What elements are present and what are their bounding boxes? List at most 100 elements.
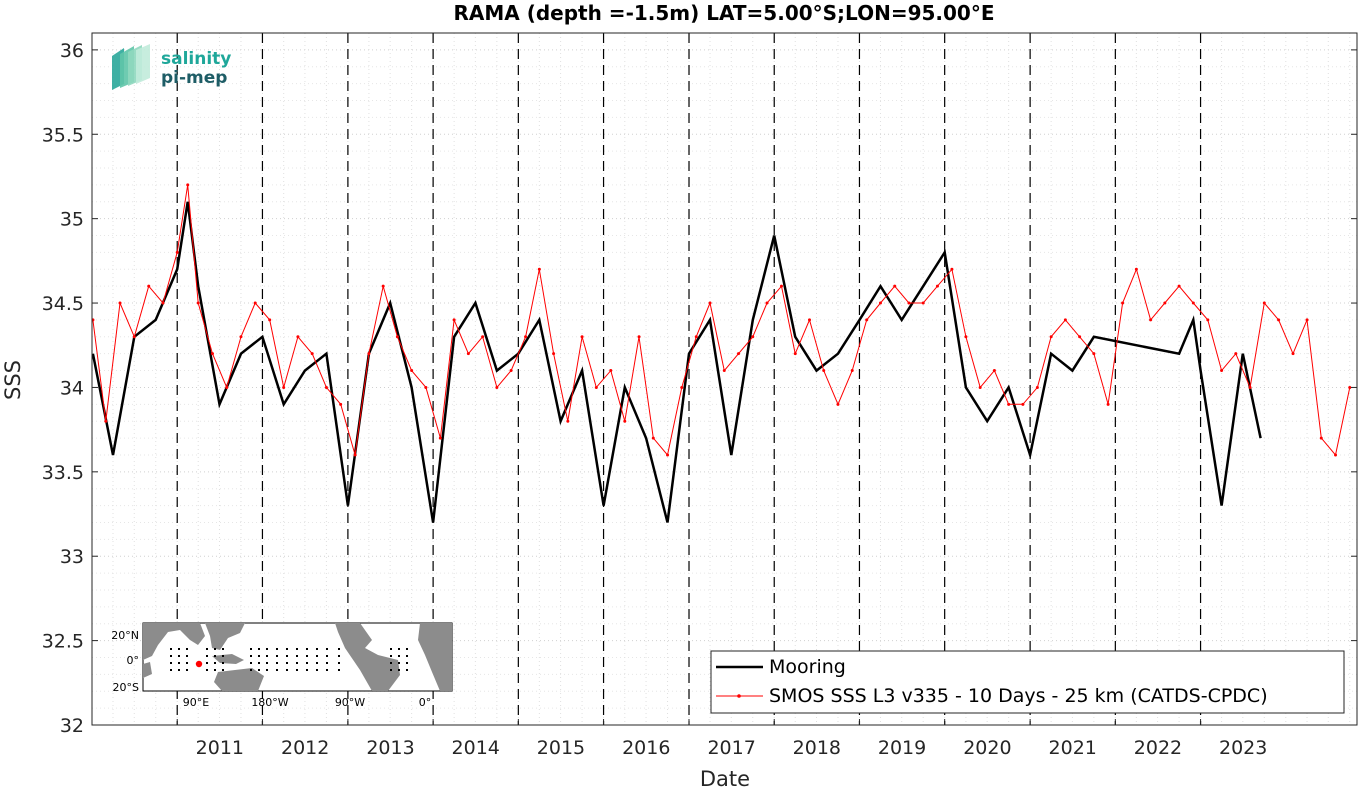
series-point-smos: [381, 284, 385, 288]
series-point-smos: [268, 318, 272, 322]
series-point-smos: [609, 369, 613, 373]
series-point-smos: [1021, 402, 1025, 406]
buoy-dot: [186, 662, 188, 664]
x-tick-label: 2023: [1219, 737, 1267, 759]
series-point-smos: [893, 284, 897, 288]
series-point-smos: [637, 335, 641, 339]
map-lon-label-180w: 180°W: [251, 696, 288, 709]
buoy-dot: [398, 655, 400, 657]
year-boundaries: [176, 33, 1202, 725]
series-point-smos: [104, 419, 108, 423]
x-tick-label: 2020: [963, 737, 1011, 759]
series-point-smos: [537, 267, 541, 271]
series-point-smos: [1106, 402, 1110, 406]
series-point-smos: [921, 301, 925, 305]
series-point-smos: [580, 335, 584, 339]
series-point-smos: [779, 284, 783, 288]
buoy-dot: [186, 655, 188, 657]
buoy-dot: [390, 655, 392, 657]
buoy-dot: [276, 662, 278, 664]
buoy-dot: [306, 648, 308, 650]
buoy-dot: [276, 669, 278, 671]
buoy-dot: [306, 669, 308, 671]
buoy-dot: [258, 655, 260, 657]
buoy-dot: [326, 662, 328, 664]
series-point-smos: [992, 369, 996, 373]
x-tick-label: 2015: [537, 737, 585, 759]
series-point-smos: [964, 335, 968, 339]
buoy-dot: [186, 669, 188, 671]
series-point-smos: [1291, 352, 1295, 356]
buoy-dot: [398, 648, 400, 650]
legend-swatch-smos-marker: [737, 694, 741, 698]
buoy-dot: [276, 648, 278, 650]
buoy-dot: [178, 669, 180, 671]
x-tick-label: 2019: [878, 737, 926, 759]
series-point-smos: [367, 352, 371, 356]
buoy-dot: [258, 648, 260, 650]
x-tick-label: 2017: [707, 737, 755, 759]
series-point-smos: [1177, 284, 1181, 288]
series-point-smos: [978, 385, 982, 389]
buoy-dot: [250, 669, 252, 671]
x-tick-label: 2018: [793, 737, 841, 759]
series-point-smos: [132, 335, 136, 339]
y-tick-label: 35.5: [42, 124, 84, 146]
land-africa: [418, 623, 452, 691]
buoy-dot: [222, 662, 224, 664]
legend-label-smos: SMOS SSS L3 v335 - 10 Days - 25 km (CATD…: [769, 685, 1268, 707]
buoy-dot: [214, 648, 216, 650]
axes-box: [91, 32, 1358, 726]
series-point-smos: [935, 284, 939, 288]
map-lon-label-90e: 90°E: [183, 696, 209, 709]
buoy-dot: [178, 662, 180, 664]
buoy-dot: [338, 662, 340, 664]
series-point-smos: [765, 301, 769, 305]
series-point-smos: [850, 369, 854, 373]
series-point-smos: [1277, 318, 1281, 322]
buoy-dot: [316, 669, 318, 671]
series-point-smos: [623, 419, 627, 423]
series-point-smos: [1149, 318, 1153, 322]
series-point-smos: [694, 335, 698, 339]
buoy-dot: [214, 655, 216, 657]
land-islands: [212, 654, 244, 664]
map-lat-label-20s: 20°S: [113, 681, 139, 694]
buoy-dot: [306, 655, 308, 657]
buoy-dot: [286, 648, 288, 650]
x-tick-label: 2021: [1049, 737, 1097, 759]
series-point-smos: [708, 301, 712, 305]
buoy-dot: [258, 662, 260, 664]
series-point-smos: [950, 267, 954, 271]
buoy-dot: [266, 669, 268, 671]
series-point-smos: [566, 419, 570, 423]
series-point-smos: [210, 352, 214, 356]
series-point-smos: [751, 335, 755, 339]
buoy-dot: [186, 648, 188, 650]
series-point-smos: [878, 301, 882, 305]
series-lines: [91, 183, 1352, 523]
buoy-dot: [326, 648, 328, 650]
buoy-dot: [390, 648, 392, 650]
series-point-smos: [524, 335, 528, 339]
series-point-smos: [353, 453, 357, 457]
plot-area: [92, 33, 1357, 725]
series-point-smos: [1007, 402, 1011, 406]
x-ticks: 2011 2012 2013 2014 2015 2016 2017 2018 2019 2020…: [176, 719, 1267, 759]
logo-waves-icon: [112, 44, 150, 90]
buoy-dot: [338, 648, 340, 650]
series-point-smos: [1121, 301, 1125, 305]
x-tick-label: 2013: [366, 737, 414, 759]
series-point-smos: [722, 369, 726, 373]
y-tick-label: 34.5: [42, 293, 84, 315]
series-point-smos: [161, 301, 165, 305]
buoy-dot: [286, 669, 288, 671]
x-tick-label: 2012: [281, 737, 329, 759]
series-point-smos: [865, 318, 869, 322]
x-tick-label: 2016: [622, 737, 670, 759]
legend-label-mooring: Mooring: [769, 656, 846, 678]
buoy-dot: [178, 655, 180, 657]
y-tick-label: 35: [60, 209, 84, 231]
series-point-smos: [239, 335, 243, 339]
